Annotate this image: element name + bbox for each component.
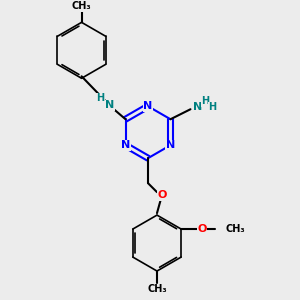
Text: H: H [208, 102, 217, 112]
Text: CH₃: CH₃ [72, 2, 92, 11]
Text: H: H [201, 96, 209, 106]
Text: O: O [157, 190, 167, 200]
Text: N: N [121, 140, 130, 150]
Text: N: N [143, 101, 153, 111]
Text: O: O [197, 224, 207, 234]
Text: CH₃: CH₃ [225, 224, 245, 234]
Text: N: N [193, 102, 202, 112]
Text: H: H [97, 93, 105, 103]
Text: N: N [105, 100, 114, 110]
Text: CH₃: CH₃ [147, 284, 167, 294]
Text: N: N [166, 140, 175, 150]
